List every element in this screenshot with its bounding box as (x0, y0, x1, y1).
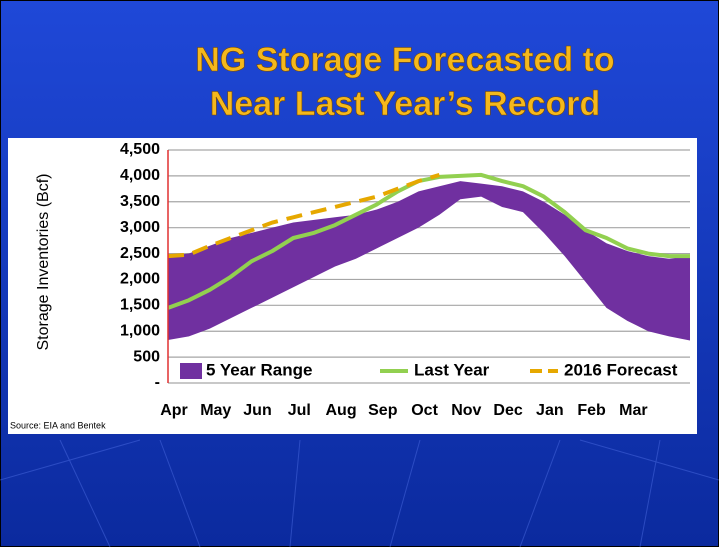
x-tick-label: Mar (619, 402, 647, 419)
legend-label: 5 Year Range (206, 360, 312, 379)
y-tick-label: 3,000 (120, 219, 160, 236)
y-tick-label: 1,000 (120, 322, 160, 339)
y-tick-label: 500 (133, 348, 160, 365)
line (167, 172, 440, 259)
line (167, 172, 690, 310)
legend-label: 2016 Forecast (564, 360, 678, 379)
y-tick-label: 3,500 (120, 193, 160, 210)
y-tick-label: - (155, 374, 160, 391)
x-tick-label: Dec (493, 402, 522, 419)
x-tick-label: May (200, 402, 231, 419)
x-tick-label: Jan (536, 402, 564, 419)
x-tick-label: Sep (368, 402, 398, 419)
x-tick-label: Nov (451, 402, 481, 419)
y-tick-label: 2,000 (120, 271, 160, 288)
x-tick-label: Jul (288, 402, 311, 419)
chart-area (8, 138, 697, 434)
x-tick-label: Apr (160, 402, 188, 419)
x-tick-label: Jun (243, 402, 271, 419)
x-tick-label: Aug (325, 402, 356, 419)
source: Source: EIA and Bentek (10, 420, 106, 430)
x-tick-label: Oct (411, 402, 438, 419)
y-tick-label: 1,500 (120, 297, 160, 314)
legend-label: Last Year (414, 360, 490, 379)
x-tick-label: Feb (577, 402, 606, 419)
range-area (168, 181, 690, 341)
y-tick-label: 4,500 (120, 141, 160, 158)
y-tick-label: 2,500 (120, 245, 160, 262)
title-line: NG Storage Forecasted to (195, 41, 614, 79)
decoration (0, 439, 719, 547)
y-tick-label: 4,000 (120, 167, 160, 184)
legend-swatch (180, 363, 202, 379)
y-axis-label: Storage Inventories (Bcf) (35, 174, 52, 351)
title-line: Near Last Year’s Record (210, 85, 601, 123)
